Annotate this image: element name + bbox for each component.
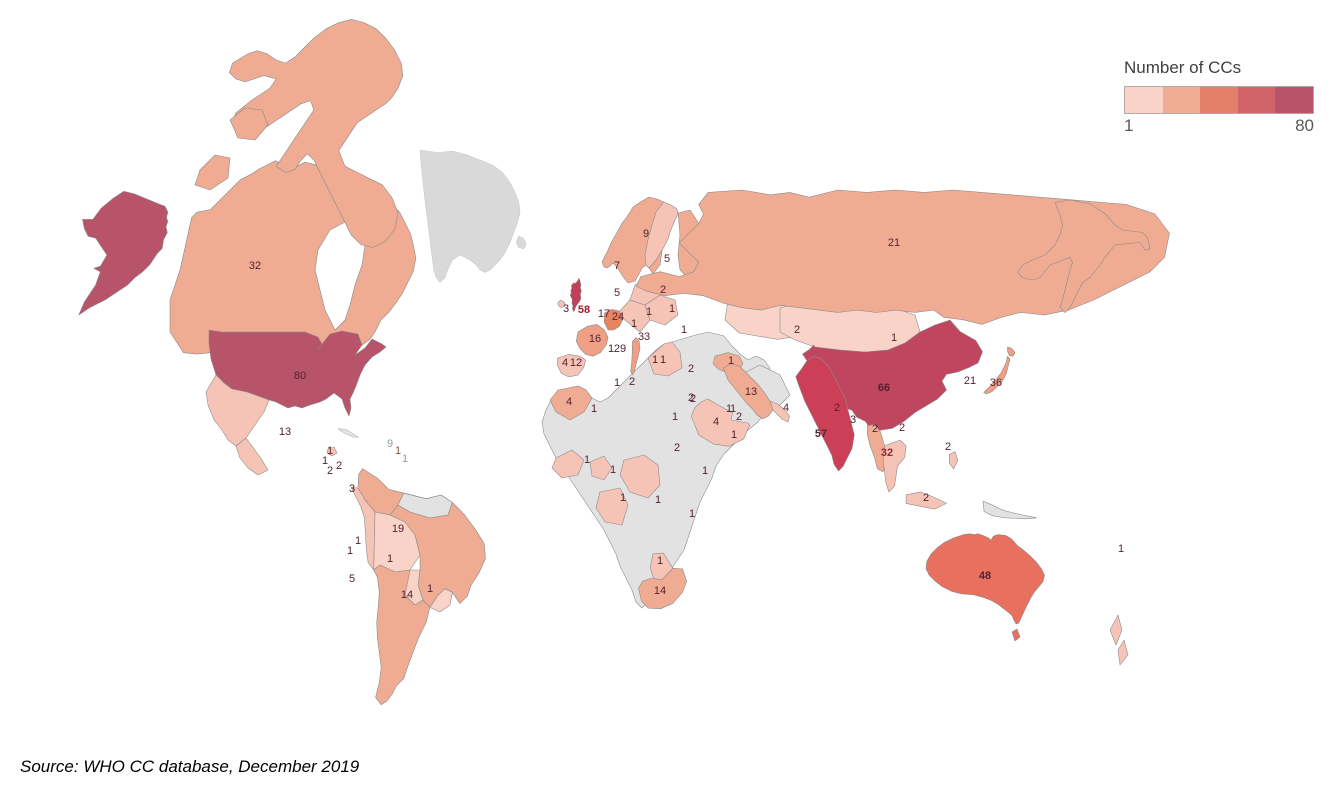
svg-text:19: 19 <box>392 523 404 535</box>
svg-text:57: 57 <box>815 428 827 440</box>
svg-text:1: 1 <box>657 555 663 567</box>
svg-text:2: 2 <box>945 441 951 453</box>
svg-text:2: 2 <box>872 423 878 435</box>
svg-text:1: 1 <box>610 464 616 476</box>
svg-text:2: 2 <box>660 284 666 296</box>
svg-text:1: 1 <box>728 355 734 367</box>
svg-text:2: 2 <box>688 363 694 375</box>
svg-text:1: 1 <box>655 494 661 506</box>
svg-text:24: 24 <box>612 311 624 323</box>
svg-text:12: 12 <box>570 357 582 369</box>
svg-text:1: 1 <box>681 324 687 336</box>
svg-text:2: 2 <box>327 465 333 477</box>
svg-text:4: 4 <box>783 402 789 414</box>
svg-text:1: 1 <box>660 354 666 366</box>
svg-text:13: 13 <box>279 426 291 438</box>
svg-text:32: 32 <box>249 260 261 272</box>
svg-text:21: 21 <box>964 375 976 387</box>
svg-text:2: 2 <box>336 460 342 472</box>
svg-text:1: 1 <box>402 453 408 465</box>
svg-text:1: 1 <box>355 535 361 547</box>
svg-text:2: 2 <box>834 402 840 414</box>
svg-text:1: 1 <box>584 454 590 466</box>
svg-text:1: 1 <box>327 445 333 457</box>
svg-text:14: 14 <box>401 589 413 601</box>
svg-text:2: 2 <box>690 393 696 405</box>
svg-text:36: 36 <box>990 377 1002 389</box>
svg-text:2: 2 <box>794 324 800 336</box>
svg-text:1: 1 <box>702 465 708 477</box>
svg-text:1: 1 <box>614 377 620 389</box>
svg-text:16: 16 <box>589 333 601 345</box>
svg-text:3: 3 <box>349 483 355 495</box>
svg-text:14: 14 <box>654 585 666 597</box>
svg-text:2: 2 <box>674 442 680 454</box>
svg-text:2: 2 <box>629 376 635 388</box>
svg-text:5: 5 <box>664 253 670 265</box>
svg-text:1: 1 <box>427 583 433 595</box>
svg-text:17: 17 <box>598 308 610 320</box>
svg-text:1: 1 <box>891 332 897 344</box>
svg-text:21: 21 <box>888 237 900 249</box>
svg-text:1: 1 <box>620 492 626 504</box>
svg-text:5: 5 <box>614 287 620 299</box>
svg-text:1: 1 <box>646 306 652 318</box>
svg-text:1: 1 <box>387 553 393 565</box>
svg-text:1: 1 <box>591 403 597 415</box>
svg-text:2: 2 <box>736 411 742 423</box>
svg-text:1: 1 <box>672 411 678 423</box>
svg-text:80: 80 <box>294 370 306 382</box>
svg-text:9: 9 <box>643 228 649 240</box>
svg-text:3: 3 <box>850 414 856 426</box>
svg-text:1: 1 <box>669 303 675 315</box>
svg-text:1: 1 <box>731 429 737 441</box>
svg-text:48: 48 <box>979 570 991 582</box>
svg-text:9: 9 <box>387 438 393 450</box>
svg-text:1: 1 <box>689 508 695 520</box>
svg-text:5: 5 <box>349 573 355 585</box>
svg-text:3: 3 <box>563 303 569 315</box>
svg-text:58: 58 <box>578 304 590 316</box>
svg-text:1: 1 <box>347 545 353 557</box>
svg-text:2: 2 <box>899 422 905 434</box>
svg-text:7: 7 <box>614 260 620 272</box>
svg-text:4: 4 <box>562 357 568 369</box>
svg-text:29: 29 <box>614 343 626 355</box>
svg-text:66: 66 <box>878 382 890 394</box>
svg-text:32: 32 <box>881 447 893 459</box>
svg-text:4: 4 <box>566 396 572 408</box>
svg-text:1: 1 <box>631 318 637 330</box>
svg-text:1: 1 <box>395 445 401 457</box>
svg-text:2: 2 <box>923 492 929 504</box>
svg-text:13: 13 <box>745 386 757 398</box>
svg-text:4: 4 <box>713 416 719 428</box>
svg-text:1: 1 <box>1118 543 1124 555</box>
svg-text:1: 1 <box>652 354 658 366</box>
svg-text:3: 3 <box>644 331 650 343</box>
